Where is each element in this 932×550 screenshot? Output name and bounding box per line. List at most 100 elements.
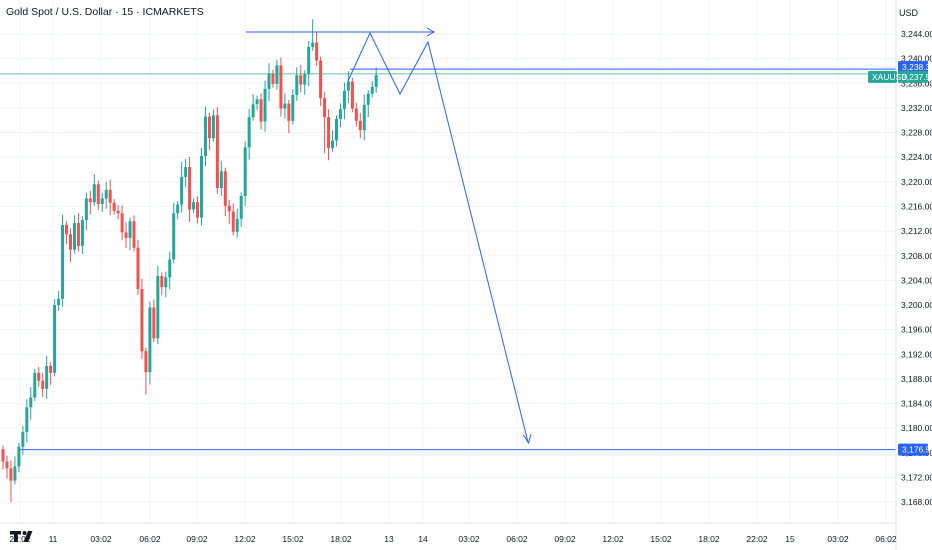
candle-body	[160, 276, 164, 288]
candle-body	[255, 99, 259, 105]
candle-body	[92, 184, 96, 203]
candle-body	[374, 75, 378, 87]
drawings[interactable]	[0, 27, 896, 451]
candle-body	[41, 380, 45, 389]
candle-body	[271, 73, 275, 84]
candle-body	[88, 198, 92, 203]
price-axis[interactable]: 3,244.00 3,240.00 3,236.00 3,232.00 3,228.00…	[895, 0, 932, 550]
candle-body	[219, 171, 223, 188]
candle-body	[124, 232, 128, 238]
candle-body	[346, 81, 350, 91]
candle-body	[311, 42, 315, 47]
candle-body	[49, 366, 53, 373]
price-tick-label: 3,244.00	[901, 29, 932, 39]
candle-body	[203, 116, 207, 156]
candle-body	[188, 167, 192, 210]
time-tick-label: 22:02	[746, 534, 768, 544]
time-tick-label: 09:02	[186, 534, 208, 544]
candle-body	[9, 468, 13, 481]
candle-body	[307, 46, 311, 75]
candle-body	[323, 98, 327, 118]
candle-body	[80, 220, 84, 246]
candle-body	[120, 213, 124, 233]
candle-body	[84, 198, 88, 221]
candle-body	[200, 155, 203, 218]
time-tick-label: 06:02	[139, 534, 161, 544]
candle-body	[152, 307, 156, 339]
candle-body	[243, 147, 247, 197]
candle-body	[207, 116, 211, 139]
candle-body	[1, 449, 5, 462]
candle-body	[327, 117, 331, 148]
support-price-tag: 3,176.52	[902, 445, 932, 455]
candle-body	[334, 119, 338, 141]
candle-body	[65, 224, 69, 235]
candle-body	[164, 277, 168, 288]
time-tick-label: 18:02	[698, 534, 720, 544]
time-tick-label: 03:02	[90, 534, 112, 544]
grid	[0, 0, 896, 523]
candle-body	[223, 171, 227, 206]
time-tick-label: 03:02	[827, 534, 849, 544]
time-tick-label: 03:02	[458, 534, 480, 544]
price-tick-label: 3,216.00	[901, 201, 932, 211]
candle-body	[29, 397, 33, 408]
candle-body	[76, 223, 80, 246]
price-tick-label: 3,204.00	[901, 275, 932, 285]
time-tick-label: 14	[418, 534, 428, 544]
candle-body	[362, 104, 366, 131]
candle-body	[196, 202, 200, 218]
price-tick-label: 3,240.00	[901, 54, 932, 64]
price-tick-label: 3,228.00	[901, 128, 932, 138]
candle-body	[295, 75, 299, 95]
candle-body	[72, 223, 76, 250]
candle-body	[136, 247, 140, 290]
candle-body	[275, 65, 279, 84]
candle-body	[112, 202, 116, 211]
currency-label[interactable]: USD	[898, 8, 918, 18]
candle-body	[37, 372, 41, 381]
price-tick-label: 3,236.00	[901, 78, 932, 88]
time-tick-label: 06:02	[506, 534, 528, 544]
candles	[1, 19, 378, 503]
price-tick-label: 3,208.00	[901, 251, 932, 261]
resistance-price-tag-bg	[898, 61, 928, 74]
candle-body	[315, 42, 319, 61]
candle-body	[370, 86, 374, 94]
candle-body	[319, 60, 323, 99]
candle-body	[128, 221, 132, 238]
symbol-tag: XAUUSD	[872, 72, 907, 82]
candle-body	[61, 224, 65, 299]
candle-body	[287, 103, 291, 121]
last-price-tag-bg	[898, 70, 928, 83]
candle-body	[45, 366, 49, 389]
candle-body	[148, 307, 152, 373]
candle-body	[251, 104, 255, 118]
candle-body	[227, 205, 231, 212]
candle-body	[168, 259, 172, 278]
price-tick-label: 3,232.00	[901, 103, 932, 113]
candle-body	[140, 289, 144, 352]
price-tick-label: 3,212.00	[901, 226, 932, 236]
time-axis[interactable]: 22:02 11 03:02 06:02 09:02 12:02 15:02 18:02 13 1…	[0, 522, 897, 544]
tradingview-logo-icon[interactable]	[8, 528, 38, 544]
time-tick-label: 11	[49, 534, 58, 544]
candle-body	[21, 431, 25, 447]
candle-body	[13, 466, 17, 481]
time-tick-label: 18:02	[330, 534, 352, 544]
candle-body	[25, 407, 29, 432]
resistance-price-tag: 3,238.30	[902, 62, 932, 72]
candle-body	[184, 167, 188, 177]
time-tick-label: 06:02	[875, 534, 897, 544]
candle-body	[354, 108, 358, 121]
chart-title: Gold Spot / U.S. Dollar · 15 · ICMARKETS	[6, 6, 204, 18]
candle-body	[215, 115, 219, 188]
candle-body	[172, 213, 176, 260]
candle-body	[239, 196, 243, 219]
symbol-tag-bg	[868, 70, 897, 83]
time-tick-label: 22:02	[9, 534, 31, 544]
price-tick-label: 3,168.00	[901, 497, 932, 507]
candle-body	[263, 88, 267, 122]
